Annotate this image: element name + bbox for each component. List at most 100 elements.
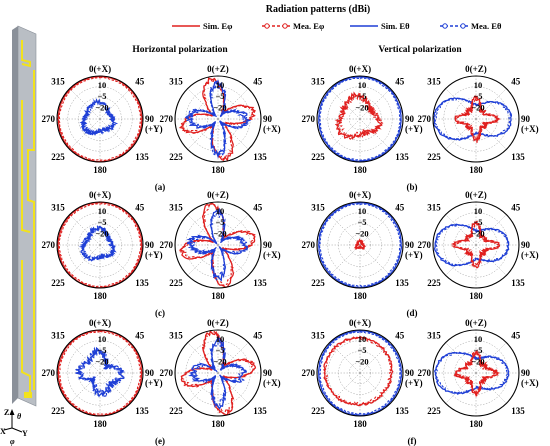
angle-label-225: 225	[427, 152, 441, 162]
vertical-polarization-label: Vertical polarization	[378, 45, 462, 55]
angle-label-315: 315	[169, 331, 183, 341]
angle-label-axis: (+Y)	[145, 124, 163, 134]
ring-label: −5	[357, 91, 366, 101]
ring-label: 10	[358, 206, 367, 216]
polar-plot: 0(+Z) 315 45 270 90(+X) 225 135 180 10−5−20	[418, 318, 539, 429]
angle-label-180: 180	[93, 291, 107, 301]
angle-label-270: 270	[302, 114, 316, 124]
x-axis-label: X	[0, 427, 6, 436]
legend-label: Sim. Eθ	[381, 21, 410, 31]
antenna-feed-port	[24, 392, 32, 398]
ring-label: 10	[98, 334, 107, 344]
simulated-pattern-line	[318, 76, 402, 162]
subfigure-caption: (c)	[155, 308, 165, 318]
angle-label-axis: (+X)	[263, 250, 281, 260]
angle-label-270: 270	[160, 368, 174, 378]
polar-frame	[432, 201, 520, 289]
grid-ring	[207, 108, 229, 130]
angle-label-270: 270	[302, 368, 316, 378]
angle-label-135: 135	[511, 406, 525, 416]
simulated-pattern-line	[318, 202, 403, 289]
angle-label-315: 315	[51, 203, 65, 213]
angle-label-top: 0(+X)	[349, 318, 371, 328]
ring-label: 10	[98, 80, 107, 90]
angle-label-135: 135	[511, 152, 525, 162]
measured-pattern-line	[75, 346, 125, 398]
grid-spoke	[445, 342, 477, 374]
y-axis-arrow	[11, 427, 23, 433]
angle-label-axis: (+X)	[521, 124, 539, 134]
ring-label: −20	[213, 356, 226, 366]
ring-label: 10	[474, 206, 483, 216]
angle-label-axis: (+Y)	[145, 250, 163, 260]
grid-spoke	[99, 244, 131, 276]
angle-label-90: 90	[405, 114, 415, 124]
angle-label-90: 90	[405, 240, 415, 250]
grid-ring	[465, 108, 487, 130]
angle-label-top: 0(+Z)	[207, 64, 229, 74]
grid-spoke	[359, 244, 391, 276]
polar-frame	[56, 75, 144, 163]
angle-label-135: 135	[135, 278, 149, 288]
ring-label: −5	[473, 91, 482, 101]
polar-frame	[174, 201, 262, 289]
measured-pattern-line	[451, 220, 501, 268]
polar-frame	[432, 329, 520, 417]
angle-label-45: 45	[395, 203, 405, 213]
angle-label-45: 45	[395, 331, 405, 341]
ring-label: −20	[471, 102, 484, 112]
polar-plot: 0(+X) 315 45 270 90(+Y) 225 135 180 10−5−20 (a)	[42, 64, 166, 192]
angle-label-180: 180	[211, 165, 225, 175]
grid-spoke	[475, 214, 507, 246]
angle-label-90: 90	[263, 368, 273, 378]
grid-spoke	[359, 372, 391, 404]
grid-ring	[327, 86, 393, 152]
angle-label-135: 135	[253, 278, 267, 288]
angle-label-axis: (+X)	[263, 378, 281, 388]
angle-label-top: 0(+X)	[89, 64, 111, 74]
polar-plot: 0(+X) 315 45 270 90(+Y) 225 135 180 10−5−20 (d)	[302, 190, 423, 318]
grid-spoke	[99, 214, 131, 246]
angle-label-top: 0(+X)	[89, 318, 111, 328]
angle-label-270: 270	[418, 240, 432, 250]
grid-spoke	[69, 88, 101, 120]
subfigure-caption: (b)	[407, 182, 418, 192]
grid-spoke	[475, 88, 507, 120]
grid-ring	[89, 362, 111, 384]
subfigure-caption: (d)	[407, 308, 418, 318]
angle-label-90: 90	[521, 240, 531, 250]
simulated-pattern-line	[317, 329, 403, 417]
polar-plot: 0(+Z) 315 45 270 90(+X) 225 135 180 10−5−20	[160, 318, 281, 429]
angle-label-135: 135	[135, 406, 149, 416]
ring-label: 10	[358, 334, 367, 344]
simulated-pattern-line	[75, 346, 126, 398]
angle-label-180: 180	[353, 419, 367, 429]
grid-spoke	[69, 118, 101, 150]
grid-spoke	[475, 342, 507, 374]
antenna-metal-trace	[21, 260, 31, 392]
ring-label: −5	[215, 217, 224, 227]
polar-plot: 0(+X) 315 45 270 90(+Y) 225 135 180 10−5−20 (b)	[302, 64, 423, 192]
angle-label-270: 270	[42, 368, 56, 378]
grid-spoke	[445, 372, 477, 404]
legend-label: Mea. Eφ	[293, 21, 324, 31]
angle-label-45: 45	[511, 77, 521, 87]
grid-spoke	[99, 372, 131, 404]
legend-label: Sim. Eφ	[203, 21, 232, 31]
angle-label-90: 90	[145, 240, 155, 250]
ring-label: −5	[215, 345, 224, 355]
antenna-metal-trace	[21, 40, 31, 68]
angle-label-axis: (+Y)	[405, 124, 423, 134]
polar-plot: 0(+X) 315 45 270 90(+Y) 225 135 180 10−5−20 (c)	[42, 190, 166, 318]
measured-pattern-line	[191, 337, 250, 408]
polar-plot: 0(+X) 315 45 270 90(+Y) 225 135 180 10−5−20 (e)	[42, 318, 166, 446]
angle-label-45: 45	[395, 77, 405, 87]
theta-label: θ	[17, 412, 22, 421]
angle-label-top: 0(+Z)	[465, 190, 487, 200]
grid-spoke	[445, 88, 477, 120]
angle-label-180: 180	[93, 165, 107, 175]
legend-entry: Mea. Eφ	[262, 21, 324, 31]
antenna-metal-trace	[27, 70, 35, 390]
grid-ring	[67, 340, 133, 406]
angle-label-315: 315	[51, 77, 65, 87]
